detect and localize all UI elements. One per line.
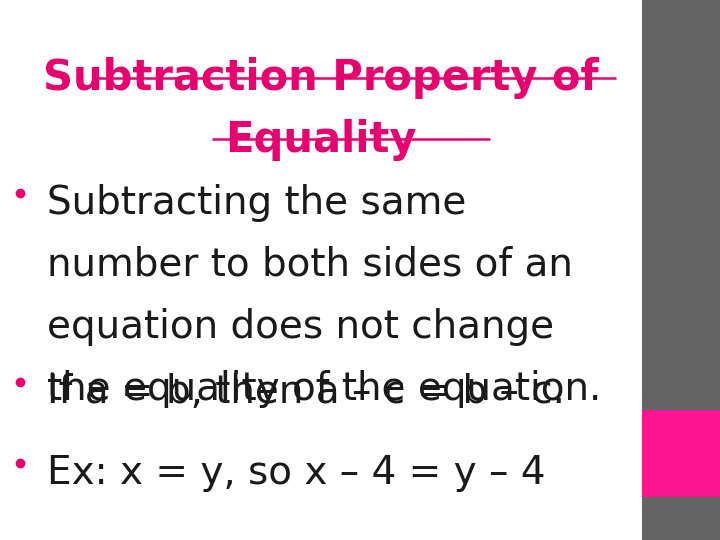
Text: equation does not change: equation does not change: [47, 308, 554, 346]
Text: Ex: x = y, so x – 4 = y – 4: Ex: x = y, so x – 4 = y – 4: [47, 454, 545, 491]
Text: number to both sides of an: number to both sides of an: [47, 246, 572, 284]
Text: Subtraction Property of: Subtraction Property of: [43, 57, 599, 99]
Text: the equality of the equation.: the equality of the equation.: [47, 370, 601, 408]
Text: Subtracting the same: Subtracting the same: [47, 184, 466, 221]
Text: If a = b, then a – c = b – c.: If a = b, then a – c = b – c.: [47, 373, 564, 410]
Text: Equality: Equality: [225, 119, 417, 161]
Bar: [642, 410, 720, 497]
Bar: [642, 0, 720, 540]
